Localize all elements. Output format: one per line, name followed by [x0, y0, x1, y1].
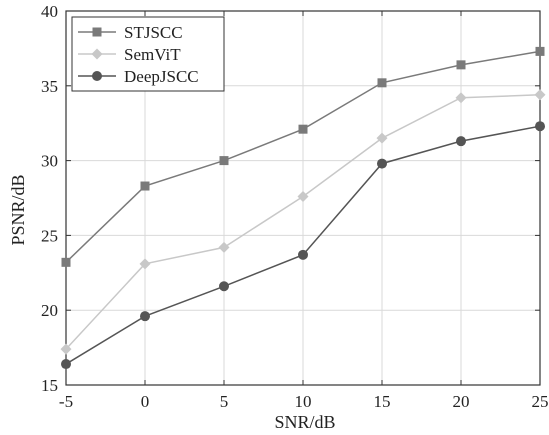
data-point-deepjscc: [456, 136, 466, 147]
data-point-deepjscc: [140, 311, 150, 322]
series-stjscc: [61, 46, 545, 267]
data-point-stjscc: [377, 78, 387, 88]
x-tick-label: 25: [532, 392, 549, 411]
axes: -5 0 5 10 15 20 25 15 20 25 30 35 40: [41, 2, 549, 411]
data-point-stjscc: [61, 257, 71, 267]
x-tick-label: 5: [220, 392, 229, 411]
data-point-stjscc: [535, 46, 545, 56]
x-axis-label: SNR/dB: [274, 412, 335, 432]
y-axis-label: PSNR/dB: [8, 174, 28, 245]
legend-label-semvit: SemViT: [124, 45, 181, 64]
data-point-stjscc: [456, 60, 466, 70]
x-tick-label: 15: [374, 392, 391, 411]
data-point-stjscc: [298, 124, 308, 134]
data-point-deepjscc: [219, 281, 229, 292]
y-tick-label: 30: [41, 152, 58, 171]
data-point-semvit: [534, 89, 546, 101]
y-tick-label: 20: [41, 301, 58, 320]
data-point-semvit: [297, 191, 309, 203]
data-point-semvit: [60, 343, 72, 355]
y-tick-label: 15: [41, 376, 58, 395]
series-semvit: [60, 89, 546, 355]
data-point-stjscc: [219, 156, 229, 166]
legend: STJSCC SemViT DeepJSCC: [71, 16, 225, 92]
data-point-deepjscc: [535, 121, 545, 132]
y-tick-label: 35: [41, 77, 58, 96]
legend-marker-deepjscc: [92, 71, 102, 81]
x-tick-label: 0: [141, 392, 150, 411]
x-tick-label: 20: [453, 392, 470, 411]
data-point-semvit: [139, 258, 151, 270]
series-deepjscc: [61, 121, 545, 370]
x-tick-label: -5: [59, 392, 73, 411]
legend-label-stjscc: STJSCC: [124, 23, 183, 42]
y-tick-label: 40: [41, 2, 58, 21]
legend-label-deepjscc: DeepJSCC: [124, 67, 199, 86]
data-point-deepjscc: [61, 359, 71, 370]
data-point-semvit: [218, 241, 230, 253]
series-layer: [60, 46, 546, 370]
legend-marker-stjscc: [92, 27, 102, 37]
x-tick-label: 10: [295, 392, 312, 411]
legend-marker-semvit: [91, 48, 103, 60]
data-point-deepjscc: [298, 249, 308, 260]
data-point-semvit: [455, 92, 467, 104]
data-point-stjscc: [140, 181, 150, 191]
data-point-semvit: [376, 132, 388, 144]
y-tick-label: 25: [41, 226, 58, 245]
data-point-deepjscc: [377, 158, 387, 169]
